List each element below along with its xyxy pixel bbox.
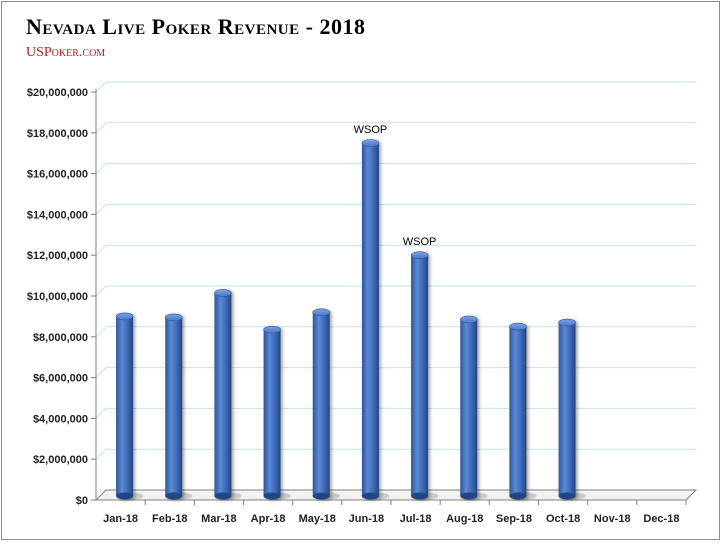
y-tick-label: $18,000,000 bbox=[27, 128, 88, 140]
y-tick-label: $2,000,000 bbox=[33, 454, 88, 466]
bar-base bbox=[165, 492, 183, 500]
x-tick-label: Apr-18 bbox=[251, 513, 286, 525]
bar bbox=[558, 318, 576, 500]
gridline-wall bbox=[95, 367, 107, 378]
gridline-wall bbox=[95, 122, 107, 134]
bar-cap bbox=[214, 289, 232, 297]
gridline-wall bbox=[95, 285, 107, 297]
bar bbox=[410, 251, 429, 500]
bar-body bbox=[361, 143, 379, 496]
bar-cap bbox=[361, 139, 380, 147]
y-tick-label: $10,000,000 bbox=[27, 291, 88, 303]
bar-base bbox=[214, 492, 232, 500]
chart-title: Nevada Live Poker Revenue - 2018 bbox=[26, 14, 366, 39]
bar-body bbox=[411, 255, 429, 496]
bar-cap bbox=[312, 308, 331, 317]
bar-cap bbox=[558, 318, 576, 327]
bar bbox=[164, 313, 183, 500]
bar-body bbox=[263, 329, 281, 496]
gridline-wall bbox=[95, 326, 107, 338]
bar bbox=[312, 308, 331, 500]
gridline-wall bbox=[95, 244, 107, 256]
bar-base bbox=[558, 492, 576, 500]
bar-base bbox=[263, 492, 281, 500]
bar bbox=[263, 325, 281, 500]
bar-body bbox=[558, 322, 576, 496]
bar-body bbox=[116, 316, 134, 496]
y-tick-label: $8,000,000 bbox=[33, 332, 88, 344]
bar-cap bbox=[459, 315, 478, 324]
bar-cap bbox=[509, 322, 527, 331]
bar-cap bbox=[410, 251, 429, 259]
y-tick-label: $14,000,000 bbox=[27, 209, 88, 221]
bar-body bbox=[214, 292, 232, 496]
bar-base bbox=[361, 492, 379, 500]
bar-annotation: WSOP bbox=[354, 124, 388, 136]
source-label: USPoker.com bbox=[26, 45, 106, 60]
x-tick-label: Oct-18 bbox=[546, 513, 580, 525]
bar-body bbox=[165, 317, 183, 496]
x-tick-label: Aug-18 bbox=[446, 513, 483, 525]
bar-annotation: WSOP bbox=[403, 236, 437, 248]
bar bbox=[361, 139, 380, 500]
gridline-wall bbox=[95, 448, 107, 460]
y-tick-label: $6,000,000 bbox=[33, 373, 88, 385]
bar-base bbox=[116, 492, 134, 500]
bar bbox=[115, 312, 134, 500]
gridline-wall bbox=[95, 163, 107, 174]
bar-base bbox=[509, 492, 527, 500]
bar bbox=[459, 315, 478, 500]
gridline-wall bbox=[95, 204, 107, 215]
x-tick-label: Nov-18 bbox=[594, 513, 631, 525]
bar-base bbox=[312, 492, 330, 500]
x-tick-label: Dec-18 bbox=[643, 513, 679, 525]
bar-body bbox=[312, 312, 330, 496]
bar-body bbox=[460, 319, 478, 496]
x-tick-label: Jun-18 bbox=[349, 513, 384, 525]
gridline-wall bbox=[95, 81, 107, 93]
x-tick-label: Sep-18 bbox=[496, 513, 532, 525]
y-tick-label: $12,000,000 bbox=[27, 250, 88, 262]
y-tick-label: $4,000,000 bbox=[33, 413, 88, 425]
bar-cap bbox=[115, 312, 134, 321]
y-tick-label: $20,000,000 bbox=[27, 87, 88, 99]
y-tick-label: $16,000,000 bbox=[27, 169, 88, 181]
y-tick-label: $0 bbox=[76, 495, 88, 507]
x-tick-label: Jan-18 bbox=[103, 513, 138, 525]
x-tick-label: Mar-18 bbox=[201, 513, 236, 525]
gridline-wall bbox=[95, 408, 107, 419]
bar-cap bbox=[164, 313, 183, 322]
bar-base bbox=[460, 492, 478, 500]
x-tick-label: May-18 bbox=[299, 513, 336, 525]
x-tick-label: Jul-18 bbox=[400, 513, 432, 525]
x-tick-label: Feb-18 bbox=[152, 513, 187, 525]
bar-body bbox=[509, 326, 527, 496]
bar-base bbox=[411, 492, 429, 500]
bar bbox=[214, 289, 232, 500]
bar bbox=[509, 322, 527, 500]
bar-cap bbox=[263, 325, 281, 334]
